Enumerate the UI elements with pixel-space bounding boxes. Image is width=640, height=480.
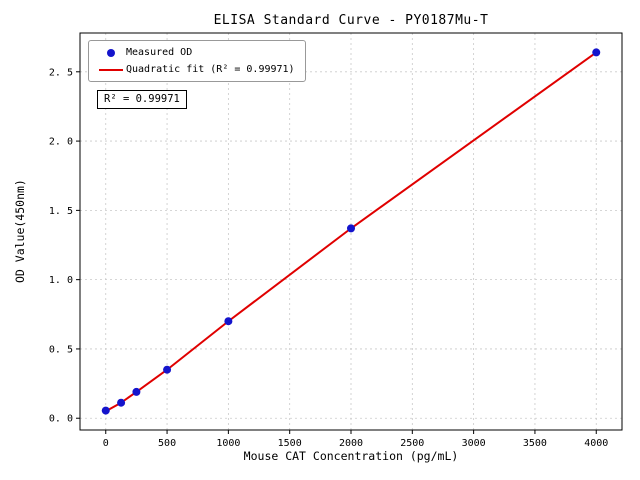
y-tick-label: 2. 5 xyxy=(49,67,73,78)
y-tick-label: 2. 0 xyxy=(49,137,73,148)
legend-entry-measured-od: Measured OD xyxy=(96,47,295,58)
y-tick-label: 1. 5 xyxy=(49,206,73,217)
legend: Measured OD Quadratic fit (R² = 0.99971) xyxy=(88,40,306,82)
measured-od-point xyxy=(101,406,110,415)
x-tick-label: 1500 xyxy=(278,438,302,449)
y-tick-label: 1. 0 xyxy=(49,275,73,286)
measured-od-point xyxy=(117,398,126,407)
measured-od-point xyxy=(132,387,141,396)
measured-od-point xyxy=(163,365,172,374)
measured-od-point xyxy=(592,48,601,57)
chart-title: ELISA Standard Curve - PY0187Mu-T xyxy=(213,13,489,28)
x-axis-label: Mouse CAT Concentration (pg/mL) xyxy=(243,449,459,463)
y-axis-label: OD Value(450nm) xyxy=(13,179,27,284)
measured-od-point xyxy=(347,224,355,233)
legend-label-measured-od: Measured OD xyxy=(126,47,193,58)
legend-marker-cell xyxy=(96,68,126,71)
x-tick-label: 2000 xyxy=(339,438,363,449)
x-tick-label: 2500 xyxy=(400,438,424,449)
x-tick-label: 0 xyxy=(103,438,109,449)
r-squared-annotation: R² = 0.99971 xyxy=(97,90,187,109)
y-tick-label: 0. 5 xyxy=(49,344,73,355)
x-tick-label: 1000 xyxy=(216,438,240,449)
x-tick-label: 3000 xyxy=(462,438,486,449)
x-tick-label: 4000 xyxy=(584,438,608,449)
measured-od-dot-icon xyxy=(107,48,115,57)
measured-od-point xyxy=(224,317,233,326)
legend-marker-cell xyxy=(96,48,126,57)
x-tick-label: 3500 xyxy=(523,438,547,449)
quadratic-fit-line-icon xyxy=(99,68,123,71)
legend-label-quadratic-fit: Quadratic fit (R² = 0.99971) xyxy=(126,64,295,75)
legend-entry-quadratic-fit: Quadratic fit (R² = 0.99971) xyxy=(96,64,295,75)
y-tick-label: 0. 0 xyxy=(49,414,73,425)
x-tick-label: 500 xyxy=(158,438,176,449)
